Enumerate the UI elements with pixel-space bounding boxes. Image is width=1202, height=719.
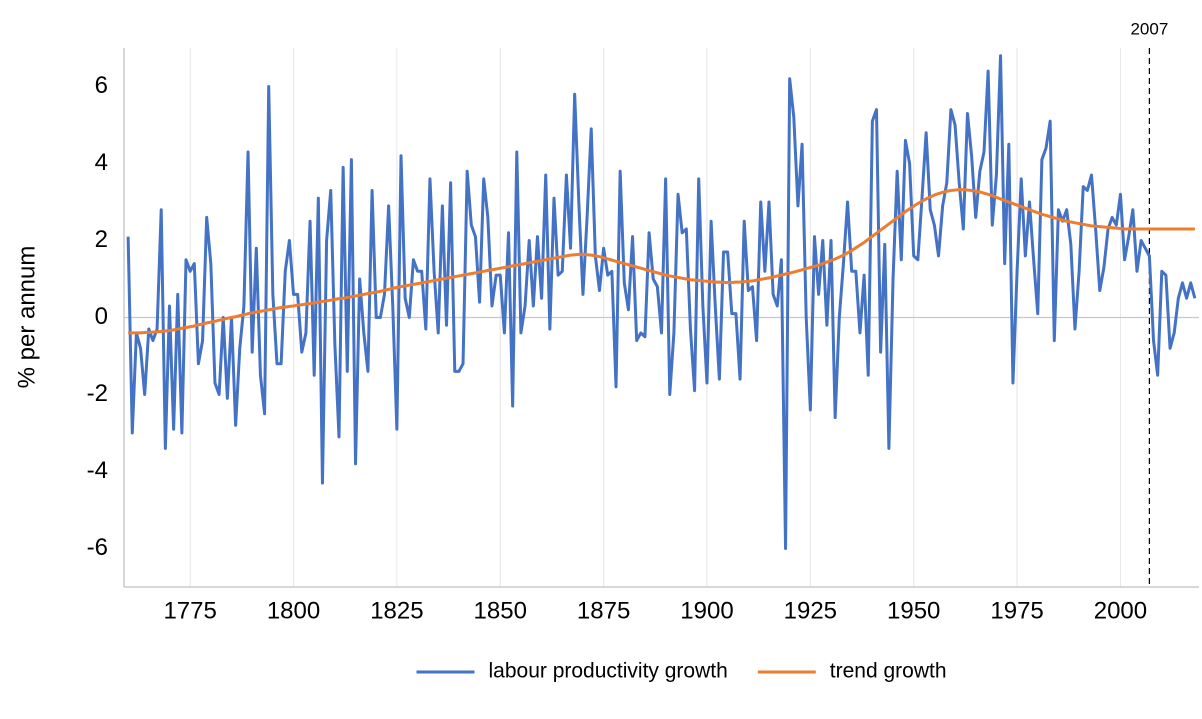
x-tick-label: 1950 — [887, 597, 940, 624]
x-tick-label: 1900 — [680, 597, 733, 624]
y-tick-label: -2 — [87, 380, 108, 407]
y-tick-label: -6 — [87, 534, 108, 561]
x-tick-label: 2000 — [1094, 597, 1147, 624]
x-tick-label: 1925 — [784, 597, 837, 624]
series-line — [128, 188, 1195, 335]
x-tick-label: 1825 — [370, 597, 423, 624]
y-tick-label: 6 — [95, 72, 108, 99]
x-tick-label: 1875 — [577, 597, 630, 624]
legend-label: labour productivity growth — [488, 660, 727, 683]
y-tick-label: 2 — [95, 226, 108, 253]
y-tick-label: 4 — [95, 149, 108, 176]
series-line — [126, 54, 1197, 550]
x-tick-label: 1775 — [163, 597, 216, 624]
x-tick-label: 1800 — [267, 597, 320, 624]
annotation-label: 2007 — [1130, 19, 1168, 38]
y-tick-label: 0 — [95, 303, 108, 330]
x-tick-label: 1850 — [474, 597, 527, 624]
legend-label: trend growth — [830, 660, 947, 683]
x-tick-label: 1975 — [990, 597, 1043, 624]
y-axis-label: % per annum — [13, 246, 40, 389]
y-tick-label: -4 — [87, 457, 108, 484]
